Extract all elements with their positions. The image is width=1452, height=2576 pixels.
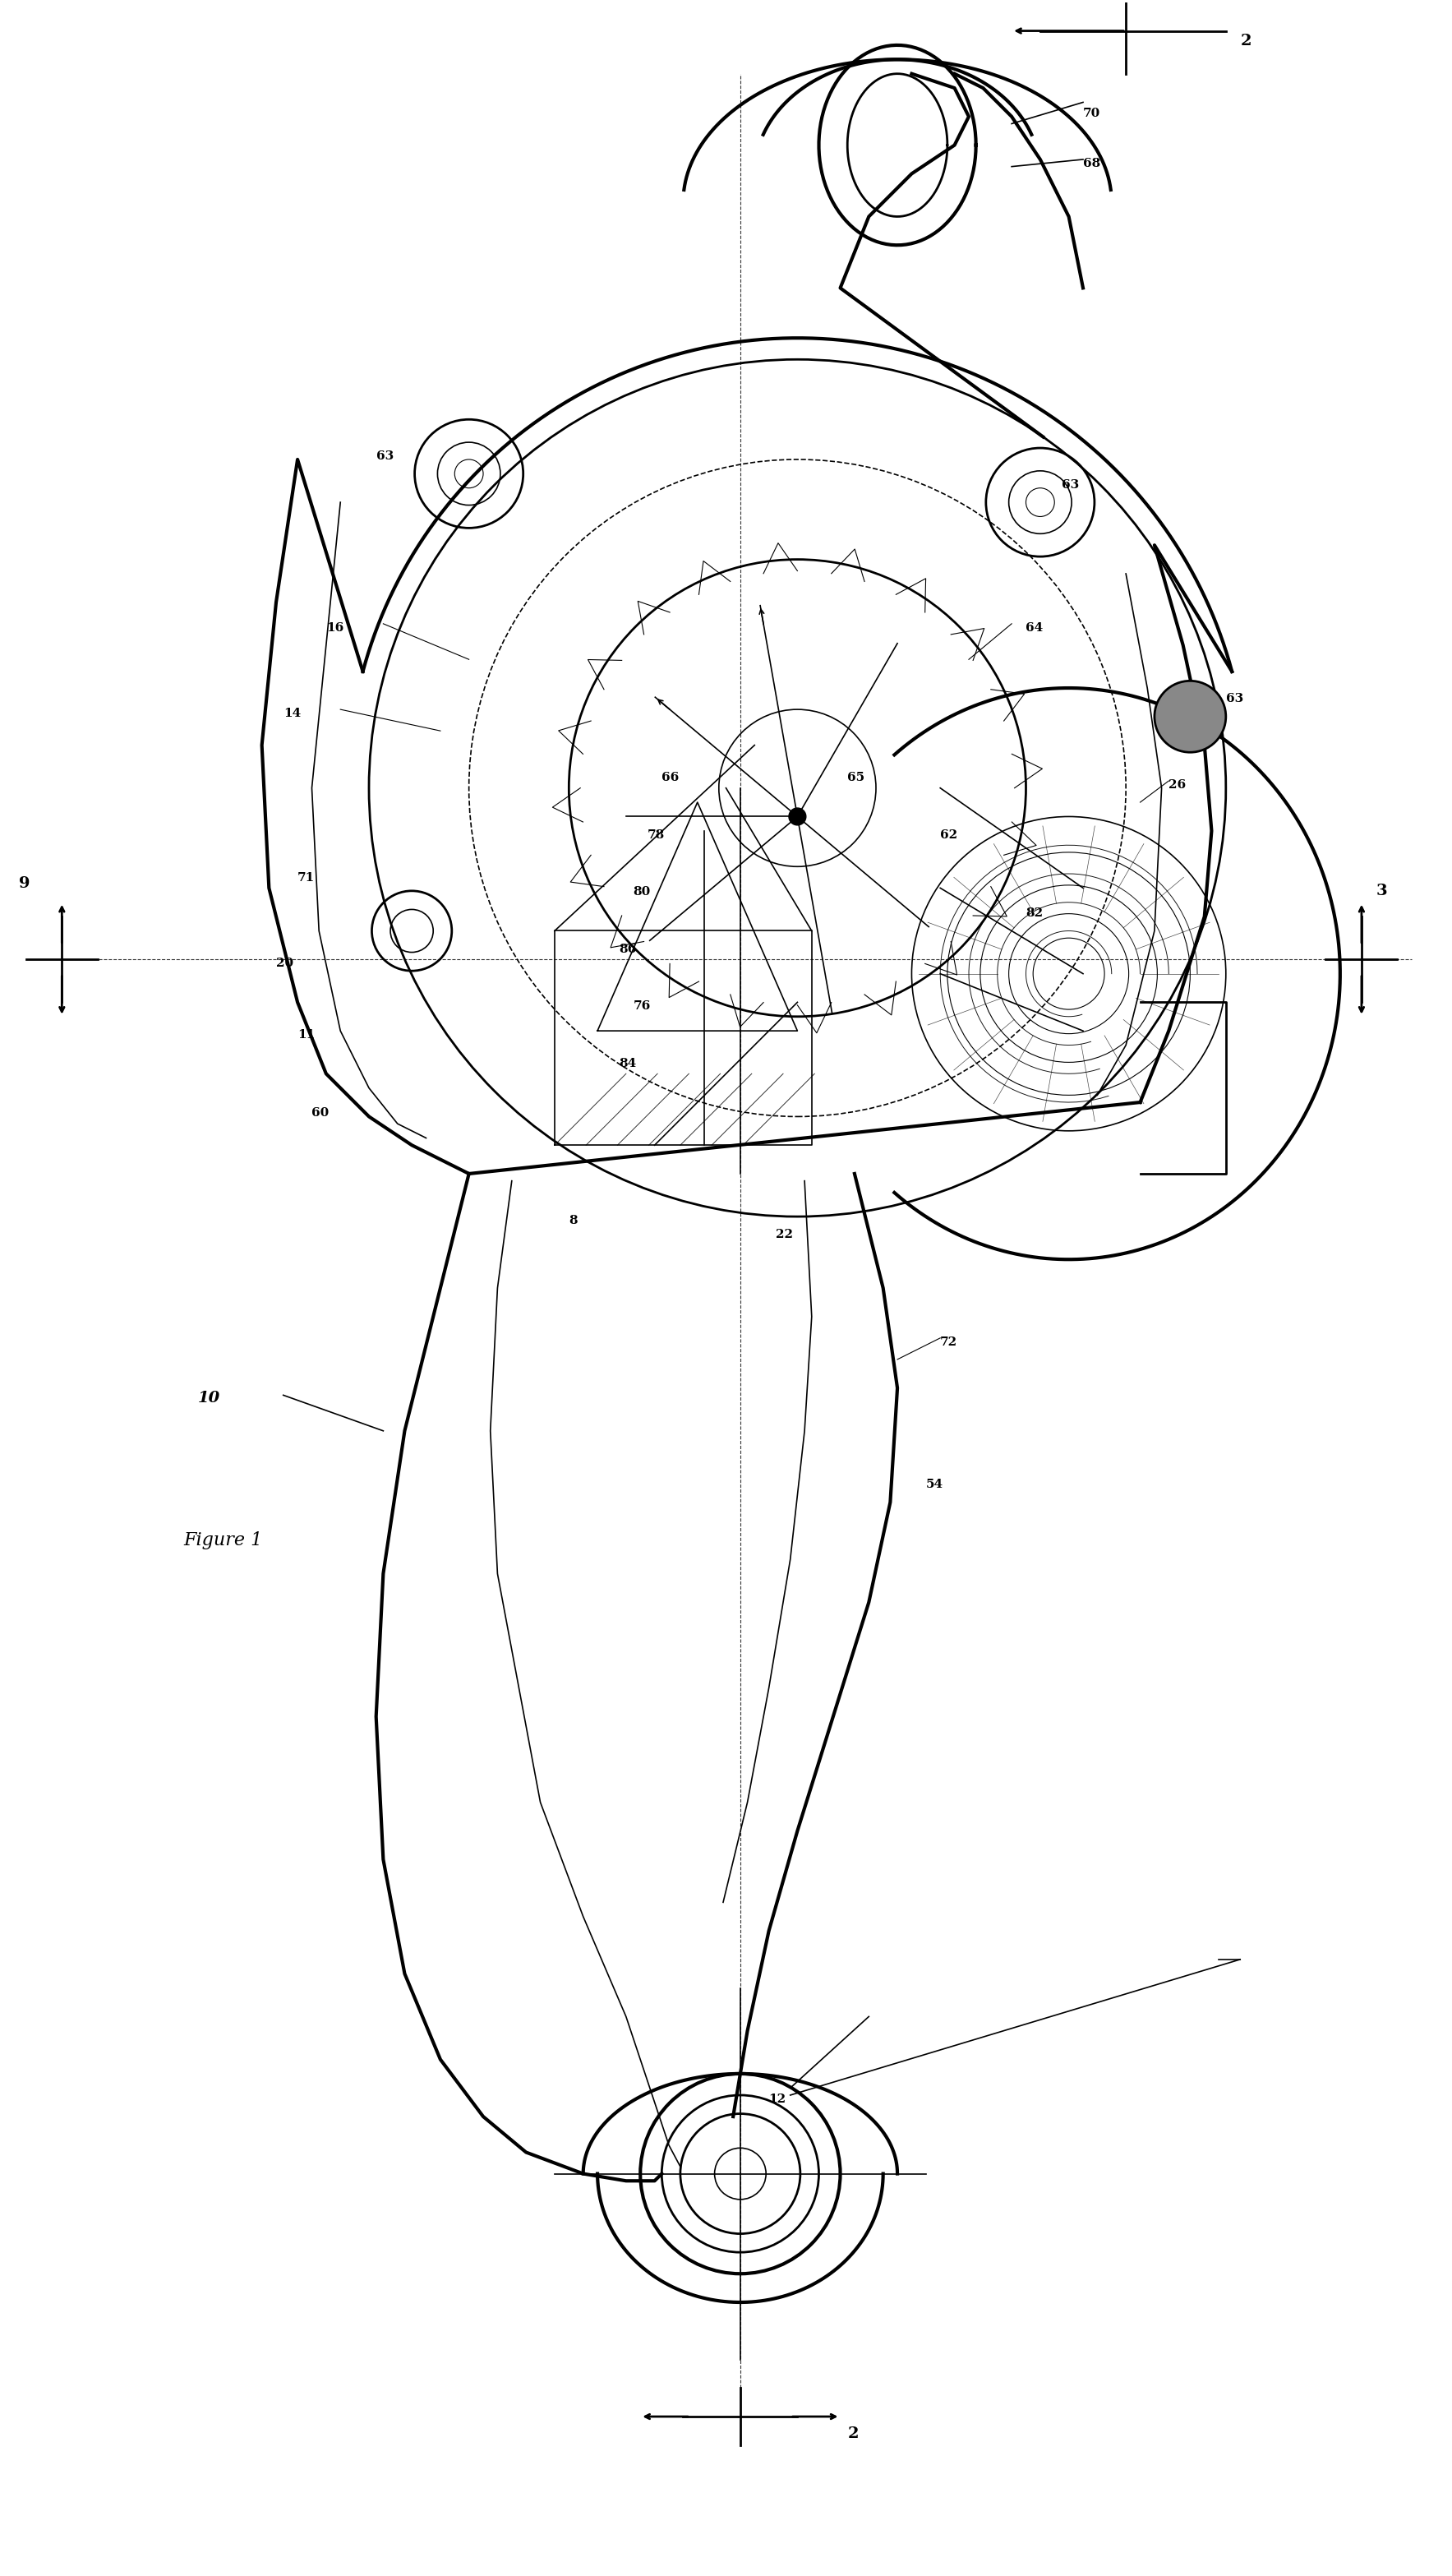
Text: 82: 82 bbox=[1027, 907, 1044, 920]
Text: 2: 2 bbox=[1240, 33, 1252, 49]
Text: 71: 71 bbox=[298, 871, 315, 884]
Text: 80: 80 bbox=[633, 886, 650, 896]
Text: 16: 16 bbox=[327, 621, 344, 634]
Text: Figure 1: Figure 1 bbox=[183, 1530, 263, 1548]
Text: 63: 63 bbox=[1225, 693, 1243, 706]
Text: 20: 20 bbox=[276, 958, 293, 969]
Text: 26: 26 bbox=[1169, 778, 1186, 791]
Text: 62: 62 bbox=[941, 829, 957, 840]
Text: 63: 63 bbox=[1061, 479, 1079, 489]
Text: 3: 3 bbox=[1376, 884, 1387, 899]
Circle shape bbox=[788, 809, 806, 824]
Text: 66: 66 bbox=[662, 773, 680, 783]
Text: 64: 64 bbox=[1027, 621, 1044, 634]
Text: 86: 86 bbox=[619, 943, 636, 956]
Text: 14: 14 bbox=[283, 708, 301, 719]
Text: 11: 11 bbox=[298, 1028, 315, 1041]
Text: 10: 10 bbox=[197, 1391, 219, 1406]
Text: 9: 9 bbox=[19, 876, 30, 891]
Text: 12: 12 bbox=[770, 2094, 786, 2105]
Circle shape bbox=[1154, 680, 1225, 752]
Text: 70: 70 bbox=[1083, 108, 1101, 118]
Text: 84: 84 bbox=[619, 1059, 636, 1069]
Text: 72: 72 bbox=[941, 1337, 957, 1347]
Text: 2: 2 bbox=[848, 2427, 858, 2442]
Text: 65: 65 bbox=[848, 773, 865, 783]
Text: 78: 78 bbox=[648, 829, 665, 840]
Text: 63: 63 bbox=[376, 451, 393, 461]
Text: 54: 54 bbox=[926, 1479, 944, 1492]
Text: 68: 68 bbox=[1083, 157, 1101, 170]
Text: 60: 60 bbox=[312, 1108, 330, 1118]
Text: 8: 8 bbox=[569, 1216, 578, 1226]
Text: 22: 22 bbox=[775, 1229, 793, 1242]
Text: 76: 76 bbox=[633, 999, 650, 1012]
